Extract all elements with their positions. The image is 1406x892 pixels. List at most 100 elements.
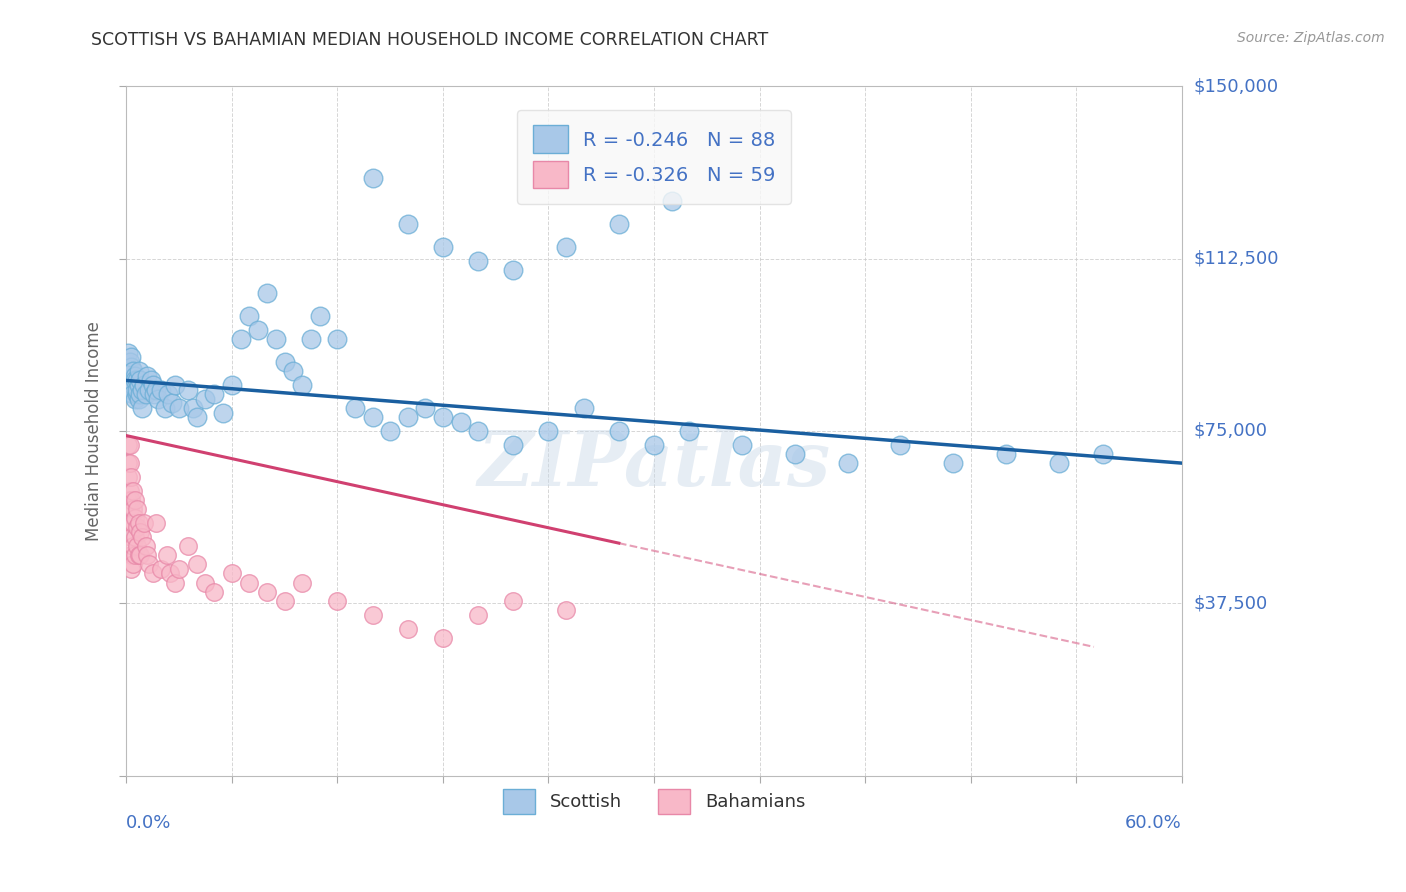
Point bbox=[122, 387, 145, 401]
Point bbox=[159, 566, 181, 581]
Point bbox=[139, 374, 162, 388]
Point bbox=[238, 575, 260, 590]
Point bbox=[467, 607, 489, 622]
Point bbox=[572, 401, 595, 415]
Point bbox=[122, 516, 145, 530]
Point bbox=[129, 387, 152, 401]
Point bbox=[186, 410, 208, 425]
Point bbox=[132, 378, 155, 392]
Point bbox=[146, 392, 169, 406]
Point bbox=[121, 374, 143, 388]
Point bbox=[165, 575, 187, 590]
Point bbox=[555, 240, 578, 254]
Point bbox=[326, 332, 349, 346]
Point bbox=[129, 524, 152, 539]
Legend: Scottish, Bahamians: Scottish, Bahamians bbox=[488, 774, 820, 829]
Point bbox=[122, 378, 145, 392]
Point bbox=[396, 410, 419, 425]
Point bbox=[467, 424, 489, 438]
Point bbox=[142, 378, 165, 392]
Point bbox=[160, 396, 183, 410]
Point bbox=[502, 438, 524, 452]
Point bbox=[361, 410, 384, 425]
Point bbox=[291, 378, 314, 392]
Point bbox=[121, 383, 143, 397]
Point bbox=[121, 548, 143, 562]
Point bbox=[731, 438, 754, 452]
Point bbox=[118, 502, 141, 516]
Point bbox=[378, 424, 401, 438]
Point bbox=[343, 401, 366, 415]
Point bbox=[125, 374, 148, 388]
Point bbox=[138, 558, 160, 572]
Point bbox=[283, 364, 305, 378]
Point bbox=[122, 364, 145, 378]
Point bbox=[124, 492, 146, 507]
Point bbox=[177, 539, 200, 553]
Point bbox=[432, 410, 454, 425]
Point bbox=[118, 438, 141, 452]
Point bbox=[122, 502, 145, 516]
Point bbox=[125, 502, 148, 516]
Point bbox=[607, 217, 630, 231]
Point bbox=[128, 548, 150, 562]
Point bbox=[181, 401, 204, 415]
Point bbox=[145, 516, 167, 530]
Point bbox=[142, 566, 165, 581]
Point bbox=[118, 516, 141, 530]
Point bbox=[121, 470, 143, 484]
Point bbox=[202, 584, 225, 599]
Point bbox=[661, 194, 683, 209]
Point bbox=[118, 368, 141, 383]
Point bbox=[167, 401, 190, 415]
Point bbox=[432, 631, 454, 645]
Text: $112,500: $112,500 bbox=[1194, 250, 1278, 268]
Point bbox=[150, 562, 173, 576]
Point bbox=[122, 539, 145, 553]
Point bbox=[131, 401, 153, 415]
Point bbox=[124, 548, 146, 562]
Point bbox=[229, 332, 252, 346]
Point bbox=[117, 492, 139, 507]
Point bbox=[194, 392, 217, 406]
Point bbox=[942, 456, 965, 470]
Point bbox=[124, 374, 146, 388]
Point bbox=[117, 470, 139, 484]
Point bbox=[889, 438, 911, 452]
Point bbox=[326, 594, 349, 608]
Point bbox=[136, 368, 159, 383]
Point bbox=[118, 355, 141, 369]
Point bbox=[264, 332, 287, 346]
Point bbox=[132, 516, 155, 530]
Point bbox=[361, 171, 384, 186]
Point bbox=[128, 378, 150, 392]
Point bbox=[121, 562, 143, 576]
Point bbox=[129, 374, 152, 388]
Point bbox=[396, 622, 419, 636]
Point bbox=[467, 254, 489, 268]
Point bbox=[537, 424, 560, 438]
Point bbox=[1047, 456, 1070, 470]
Point bbox=[273, 355, 295, 369]
Text: SCOTTISH VS BAHAMIAN MEDIAN HOUSEHOLD INCOME CORRELATION CHART: SCOTTISH VS BAHAMIAN MEDIAN HOUSEHOLD IN… bbox=[91, 31, 769, 49]
Point bbox=[136, 548, 159, 562]
Point bbox=[837, 456, 859, 470]
Point bbox=[308, 309, 330, 323]
Point bbox=[131, 383, 153, 397]
Point bbox=[167, 562, 190, 576]
Point bbox=[415, 401, 437, 415]
Point bbox=[138, 383, 160, 397]
Point bbox=[128, 392, 150, 406]
Point bbox=[124, 392, 146, 406]
Text: 0.0%: 0.0% bbox=[127, 814, 172, 832]
Point bbox=[177, 383, 200, 397]
Point bbox=[150, 383, 173, 397]
Point bbox=[143, 387, 166, 401]
Point bbox=[156, 548, 179, 562]
Point bbox=[117, 456, 139, 470]
Point bbox=[502, 594, 524, 608]
Point bbox=[212, 406, 235, 420]
Point bbox=[153, 401, 176, 415]
Point bbox=[273, 594, 295, 608]
Point bbox=[994, 447, 1017, 461]
